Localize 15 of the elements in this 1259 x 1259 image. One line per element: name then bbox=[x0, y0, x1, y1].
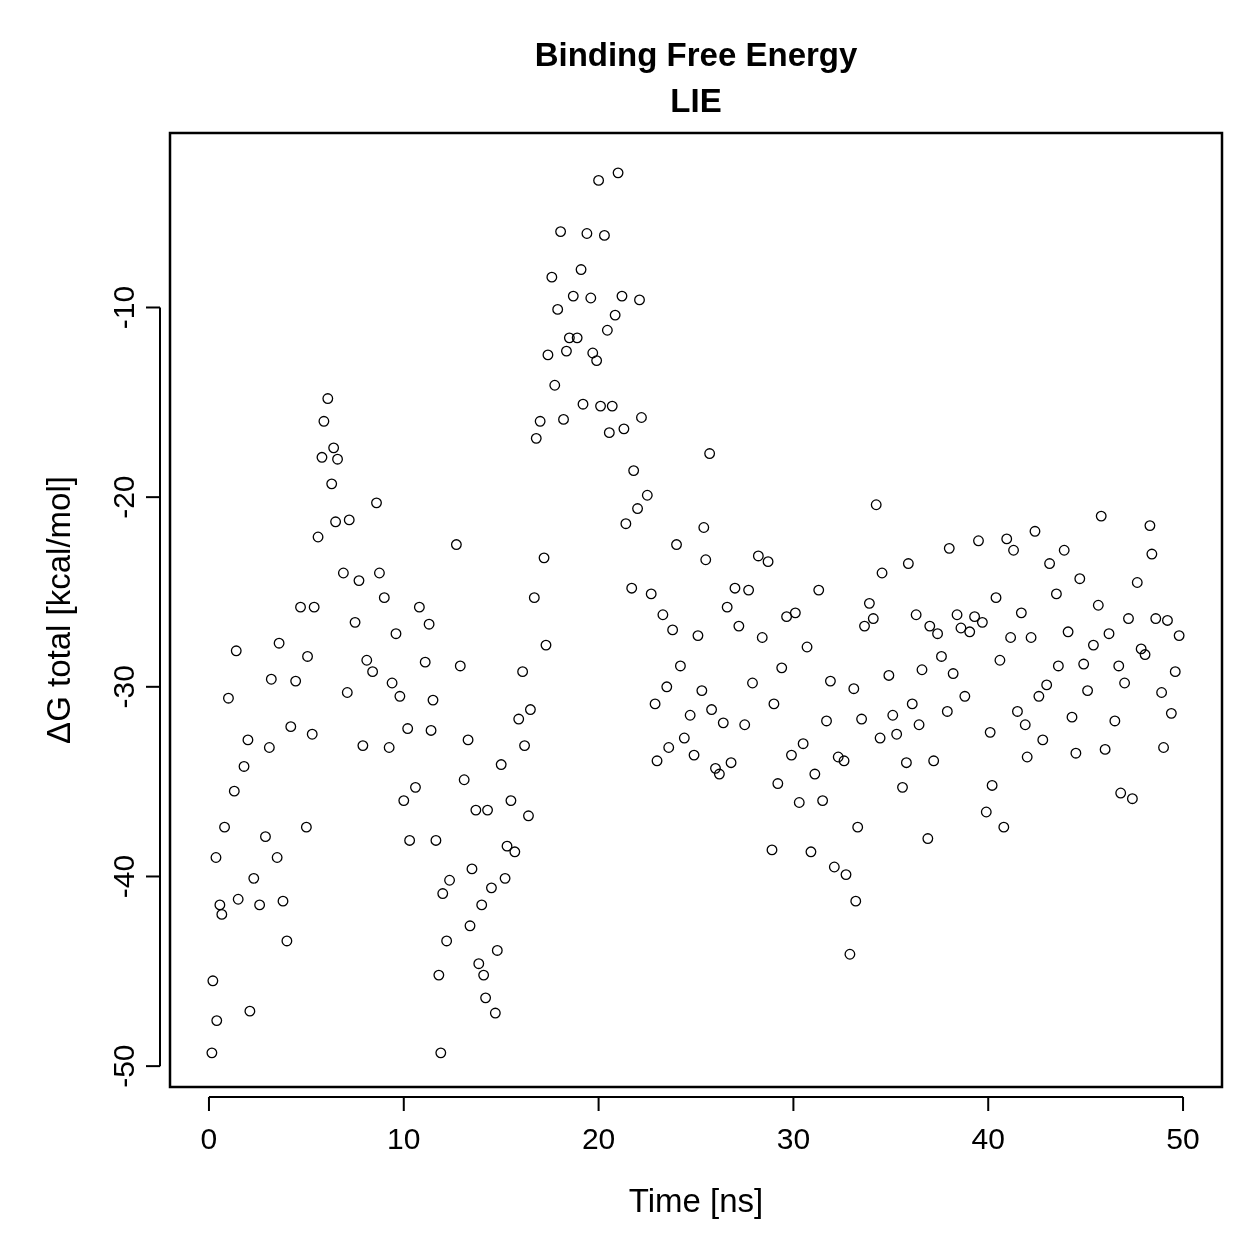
x-tick-label: 10 bbox=[387, 1122, 421, 1155]
x-tick-label: 40 bbox=[971, 1122, 1005, 1155]
x-axis-title: Time [ns] bbox=[628, 1182, 764, 1219]
y-tick-label: -50 bbox=[107, 1044, 140, 1088]
y-tick-label: -20 bbox=[107, 475, 140, 519]
x-tick-label: 50 bbox=[1166, 1122, 1200, 1155]
y-tick-label: -40 bbox=[107, 854, 140, 899]
x-tick-label: 20 bbox=[581, 1122, 616, 1155]
chart-title: Binding Free Energy bbox=[534, 36, 858, 73]
chart-subtitle: LIE bbox=[670, 82, 722, 119]
y-axis-title: ΔG total [kcal/mol] bbox=[40, 476, 77, 744]
x-tick-label: 0 bbox=[200, 1122, 218, 1155]
x-tick-label: 30 bbox=[776, 1122, 811, 1155]
y-tick-label: -30 bbox=[107, 665, 140, 709]
y-tick-label: -10 bbox=[107, 285, 140, 330]
